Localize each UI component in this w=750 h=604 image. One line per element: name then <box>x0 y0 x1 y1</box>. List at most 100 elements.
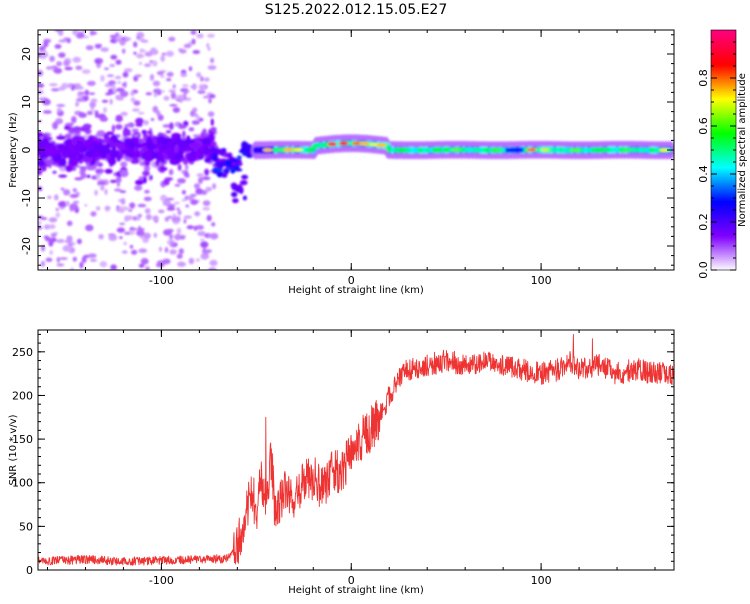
colorbar-segment <box>711 248 736 251</box>
noise-speckle <box>145 214 152 221</box>
noise-speckle <box>143 196 152 202</box>
noise-speckle <box>63 189 71 196</box>
noise-speckle <box>95 206 101 211</box>
noise-speckle <box>55 212 60 218</box>
noise-speckle <box>135 53 145 59</box>
noise-speckle <box>169 233 174 240</box>
noise-speckle <box>134 185 143 191</box>
noise-blob <box>143 165 151 172</box>
noise-blob <box>119 169 129 177</box>
colorbar-segment <box>711 148 736 151</box>
noise-speckle <box>138 248 148 253</box>
noise-speckle <box>168 168 174 176</box>
colorbar-segment <box>711 94 736 97</box>
noise-speckle <box>114 38 122 42</box>
noise-speckle <box>58 86 66 91</box>
noise-speckle <box>58 30 64 36</box>
noise-speckle <box>99 261 108 268</box>
noise-blob <box>164 177 174 181</box>
noise-speckle <box>180 73 188 77</box>
noise-speckle <box>90 30 94 36</box>
noise-speckle <box>115 32 119 36</box>
noise-speckle <box>190 30 197 35</box>
colorbar-label: Normalized spectral amplitude <box>737 73 748 227</box>
transition-tail <box>241 174 249 180</box>
colorbar-segment <box>711 184 736 187</box>
noise-speckle <box>75 101 79 107</box>
noise-speckle <box>89 92 96 95</box>
noise-blob <box>64 133 72 139</box>
noise-blob <box>201 176 211 181</box>
noise-speckle <box>192 134 201 138</box>
tone-hotspot <box>338 141 349 146</box>
noise-speckle <box>172 107 181 113</box>
dense-band-blob <box>117 142 125 148</box>
colorbar-segment <box>711 160 736 163</box>
noise-speckle <box>72 256 77 262</box>
noise-speckle <box>84 204 88 207</box>
snr-y-tick-label: 0 <box>26 564 33 577</box>
colorbar-segment <box>711 122 736 125</box>
noise-speckle <box>40 245 46 252</box>
noise-speckle <box>176 207 180 211</box>
tone-hotspot <box>369 142 379 147</box>
dense-band-blob <box>38 147 45 155</box>
noise-blob <box>80 167 86 176</box>
noise-speckle <box>123 241 127 246</box>
noise-speckle <box>195 258 200 262</box>
noise-speckle <box>157 114 164 121</box>
noise-blob <box>97 181 106 185</box>
noise-blob <box>109 179 118 183</box>
noise-speckle <box>143 120 149 126</box>
noise-speckle <box>48 217 58 223</box>
noise-speckle <box>85 45 94 51</box>
noise-speckle <box>75 65 83 71</box>
noise-speckle <box>173 221 180 225</box>
dense-band-blob <box>128 141 136 150</box>
noise-speckle <box>70 267 74 270</box>
noise-speckle <box>119 190 127 194</box>
noise-speckle <box>130 91 135 96</box>
colorbar-segment <box>711 224 736 227</box>
noise-speckle <box>165 197 175 201</box>
snr-frame <box>37 329 675 571</box>
colorbar-segment <box>711 152 736 155</box>
colorbar-segment <box>711 198 736 201</box>
colorbar-segment <box>711 60 736 63</box>
tone-hotspot <box>450 148 461 152</box>
noise-blob <box>115 124 123 130</box>
noise-speckle <box>160 75 165 78</box>
noise-blob <box>133 159 140 163</box>
noise-speckle <box>94 189 98 196</box>
noise-speckle <box>56 104 66 107</box>
colorbar-segment <box>711 78 736 81</box>
noise-blob <box>52 170 57 174</box>
noise-speckle <box>161 52 166 56</box>
noise-speckle <box>75 97 85 102</box>
noise-speckle <box>166 207 176 211</box>
colorbar-segment <box>711 74 736 77</box>
dense-band-blob <box>166 141 172 149</box>
colorbar-segment <box>711 84 736 87</box>
noise-blob <box>73 126 82 132</box>
colorbar-segment <box>711 72 736 75</box>
colorbar-segment <box>711 176 736 179</box>
noise-speckle <box>192 83 197 91</box>
noise-speckle <box>104 206 111 210</box>
spectrogram-x-tick-label: 0 <box>348 274 355 287</box>
colorbar-segment <box>711 50 736 53</box>
noise-speckle <box>65 200 70 206</box>
noise-speckle <box>144 63 152 68</box>
colorbar-segment <box>711 206 736 209</box>
colorbar-segment <box>711 96 736 99</box>
noise-speckle <box>205 186 211 192</box>
noise-speckle <box>87 253 97 258</box>
tone-hotspot <box>359 141 370 146</box>
dense-band-blob <box>189 144 201 149</box>
noise-speckle <box>48 224 56 230</box>
dense-band-blob <box>146 139 153 149</box>
colorbar-segment <box>711 54 736 57</box>
noise-speckle <box>138 225 142 232</box>
